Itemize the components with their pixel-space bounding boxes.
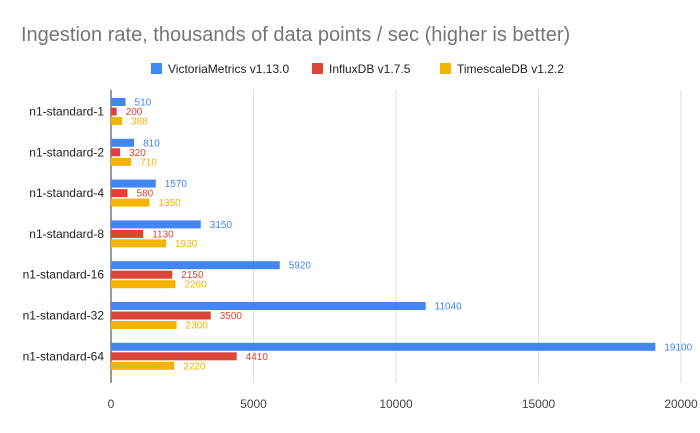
x-tick-0: 0 — [108, 397, 115, 411]
data-label-n1-standard-8-s1: 1130 — [152, 229, 174, 240]
legend-swatch-0 — [151, 63, 162, 74]
category-label-n1-standard-2: n1-standard-2 — [29, 145, 104, 159]
bar-n1-standard-4-s2 — [111, 198, 150, 207]
category-label-n1-standard-32: n1-standard-32 — [23, 309, 105, 323]
bar-n1-standard-2-s1 — [111, 148, 121, 157]
data-label-n1-standard-64-s1: 4410 — [246, 352, 269, 363]
data-label-n1-standard-64-s2: 2220 — [183, 361, 206, 372]
data-label-n1-standard-64-s0: 19100 — [664, 342, 692, 353]
data-label-n1-standard-8-s0: 3150 — [210, 220, 233, 231]
category-label-n1-standard-64: n1-standard-64 — [23, 349, 105, 363]
legend-swatch-2 — [440, 63, 451, 74]
bar-n1-standard-64-s1 — [111, 352, 237, 361]
x-tick-20000: 20000 — [664, 397, 698, 411]
bar-n1-standard-2-s2 — [111, 157, 132, 166]
bar-n1-standard-32-s2 — [111, 321, 177, 329]
legend-label-2: TimescaleDB v1.2.2 — [457, 62, 564, 76]
bar-n1-standard-8-s2 — [111, 239, 167, 248]
data-label-n1-standard-32-s1: 3500 — [220, 311, 243, 322]
legend-label-1: InfluxDB v1.7.5 — [329, 62, 411, 76]
data-label-n1-standard-4-s1: 580 — [137, 189, 154, 200]
legend: VictoriaMetrics v1.13.0 InfluxDB v1.7.5 Ti… — [151, 62, 564, 76]
legend-label-0: VictoriaMetrics v1.13.0 — [168, 62, 289, 76]
x-tick-labels: 0 5000 10000 15000 20000 — [108, 397, 698, 411]
x-tick-5000: 5000 — [240, 397, 267, 411]
bar-n1-standard-1-s1 — [111, 107, 117, 116]
bar-n1-standard-8-s1 — [111, 229, 144, 238]
bar-n1-standard-32-s0 — [111, 302, 426, 310]
bar-n1-standard-1-s0 — [111, 98, 126, 106]
chart-title: Ingestion rate, thousands of data points… — [21, 24, 570, 46]
x-tick-10000: 10000 — [379, 397, 413, 411]
bar-n1-standard-32-s1 — [111, 311, 211, 320]
bar-n1-standard-64-s2 — [111, 361, 175, 370]
data-label-n1-standard-16-s2: 2260 — [184, 280, 207, 291]
bar-n1-standard-16-s2 — [111, 280, 176, 289]
data-label-n1-standard-2-s0: 810 — [143, 138, 160, 149]
data-label-n1-standard-2-s1: 320 — [129, 148, 146, 159]
data-label-n1-standard-16-s0: 5920 — [289, 261, 312, 272]
bar-n1-standard-16-s0 — [111, 261, 280, 270]
data-label-n1-standard-16-s1: 2150 — [181, 270, 204, 281]
data-label-n1-standard-2-s2: 710 — [140, 157, 157, 168]
data-label-n1-standard-4-s0: 1570 — [165, 179, 188, 190]
category-labels: n1-standard-1 n1-standard-2 n1-standard-4 n… — [23, 105, 105, 364]
bar-n1-standard-64-s0 — [111, 342, 656, 351]
category-label-n1-standard-16: n1-standard-16 — [23, 268, 105, 282]
category-label-n1-standard-8: n1-standard-8 — [29, 227, 104, 241]
data-label-n1-standard-32-s0: 11040 — [435, 302, 463, 313]
legend-swatch-1 — [312, 63, 323, 74]
data-label-n1-standard-1-s1: 200 — [126, 107, 143, 118]
data-label-n1-standard-1-s0: 510 — [135, 98, 152, 109]
bar-n1-standard-2-s0 — [111, 138, 135, 147]
data-label-n1-standard-1-s2: 388 — [131, 117, 148, 128]
category-label-n1-standard-4: n1-standard-4 — [29, 186, 104, 200]
bar-n1-standard-4-s0 — [111, 179, 156, 188]
bar-n1-standard-1-s2 — [111, 117, 123, 125]
data-label-n1-standard-4-s2: 1350 — [158, 198, 181, 209]
bar-n1-standard-8-s0 — [111, 220, 201, 229]
bar-n1-standard-16-s1 — [111, 270, 173, 279]
category-label-n1-standard-1: n1-standard-1 — [29, 105, 104, 119]
bar-n1-standard-4-s1 — [111, 189, 128, 198]
data-label-n1-standard-32-s2: 2300 — [186, 321, 209, 332]
gridlines — [110, 90, 682, 383]
x-tick-15000: 15000 — [522, 397, 556, 411]
data-label-n1-standard-8-s2: 1930 — [175, 239, 198, 250]
